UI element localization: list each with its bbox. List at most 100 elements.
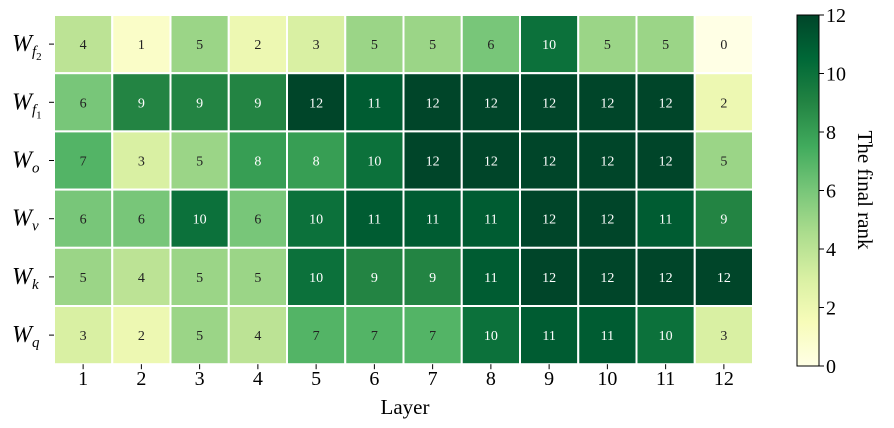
x-tick-label: 4: [253, 368, 263, 390]
cell-value-label: 11: [542, 329, 555, 344]
cell-value-label: 6: [80, 96, 87, 111]
heatmap-cell: [693, 188, 754, 249]
cell-value-label: 12: [600, 271, 614, 286]
cell-value-label: 10: [659, 329, 673, 344]
colorbar-tick-label: 4: [826, 239, 836, 261]
heatmap-cell: [635, 72, 696, 133]
x-tick-label: 9: [544, 368, 554, 390]
cell-value-label: 12: [659, 96, 673, 111]
x-tick-label: 1: [78, 368, 88, 390]
heatmap-cell: [693, 305, 754, 366]
cell-value-label: 2: [138, 329, 145, 344]
cell-value-label: 9: [720, 213, 727, 228]
cell-value-label: 11: [601, 329, 614, 344]
cell-value-label: 10: [193, 213, 207, 228]
cell-value-label: 12: [600, 213, 614, 228]
cell-value-label: 5: [429, 38, 436, 53]
heatmap-cell: [169, 130, 230, 191]
cell-value-label: 11: [368, 96, 381, 111]
heatmap-cell: [577, 188, 638, 249]
heatmap-cell: [111, 246, 172, 308]
x-tick-label: 2: [136, 368, 146, 390]
x-axis-title: Layer: [381, 395, 430, 419]
heatmap-cell: [286, 130, 347, 191]
cell-value-label: 4: [254, 329, 261, 344]
heatmap-cell: [460, 246, 521, 308]
cell-value-label: 5: [662, 38, 669, 53]
x-tick-label: 10: [597, 368, 617, 390]
colorbar-gradient: [796, 14, 820, 367]
heatmap-cell: [402, 130, 463, 191]
colorbar: 0 2 4 6 8 10 12: [796, 5, 846, 378]
cell-value-label: 4: [80, 38, 87, 53]
cell-value-label: 12: [600, 155, 614, 170]
heatmap-cell: [169, 246, 230, 308]
cell-value-label: 5: [196, 155, 203, 170]
heatmap-cell: [344, 305, 405, 366]
colorbar-label: The final rank: [853, 131, 877, 250]
heatmap-cell: [111, 72, 172, 133]
cell-value-label: 6: [487, 38, 494, 53]
x-tick-label: 3: [195, 368, 205, 390]
heatmap-cell: [635, 246, 696, 308]
cell-value-label: 9: [254, 96, 261, 111]
cell-value-label: 5: [371, 38, 378, 53]
heatmap-cell: [344, 188, 405, 249]
heatmap-cell: [635, 188, 696, 249]
heatmap-cell: [227, 305, 288, 366]
cell-value-label: 5: [80, 271, 87, 286]
heatmap-cell: [519, 188, 580, 249]
colorbar-tick-label: 0: [826, 356, 836, 378]
cell-value-label: 12: [542, 96, 556, 111]
x-tick-label: 11: [656, 368, 675, 390]
cell-value-label: 6: [138, 213, 145, 228]
cell-value-label: 10: [367, 155, 381, 170]
x-axis-ticks: 1 2 3 4 5 6 7 8 9 10 11 12: [78, 364, 734, 390]
heatmap-cell: [402, 305, 463, 366]
cell-value-label: 7: [80, 155, 87, 170]
cell-value-label: 12: [426, 96, 440, 111]
cell-value-label: 12: [484, 96, 498, 111]
cell-value-label: 9: [196, 96, 203, 111]
cell-value-label: 12: [484, 155, 498, 170]
cell-value-label: 3: [313, 38, 320, 53]
heatmap-cell: [344, 246, 405, 308]
cell-value-label: 12: [659, 155, 673, 170]
cell-value-label: 5: [196, 38, 203, 53]
heatmap-cell: [460, 72, 521, 133]
cell-value-label: 11: [426, 213, 439, 228]
cell-value-label: 12: [426, 155, 440, 170]
cell-value-label: 12: [309, 96, 323, 111]
cell-value-label: 8: [254, 155, 261, 170]
heatmap-cell: [402, 72, 463, 133]
x-tick-label: 5: [311, 368, 321, 390]
cell-value-label: 12: [542, 213, 556, 228]
heatmap-cell: [53, 305, 114, 366]
colorbar-tick-label: 8: [826, 122, 836, 144]
cell-value-label: 7: [313, 329, 320, 344]
colorbar-tick-label: 6: [826, 181, 836, 203]
heatmap-cell: [693, 14, 754, 75]
heatmap-cells: 4 1 5 2 3 5 5 6 10 5 5 0 6 9 9 9 12 11 12 12 12 12 12 2 7 3 5 8 8 10 1…: [53, 14, 754, 366]
colorbar-tick-label: 10: [826, 64, 846, 86]
heatmap-cell: [53, 246, 114, 308]
cell-value-label: 6: [254, 213, 261, 228]
y-tick-label: Wv: [12, 206, 39, 235]
cell-value-label: 0: [720, 38, 727, 53]
cell-value-label: 4: [138, 271, 145, 286]
cell-value-label: 12: [542, 155, 556, 170]
heatmap-cell: [286, 246, 347, 308]
heatmap-cell: [577, 72, 638, 133]
cell-value-label: 2: [720, 96, 727, 111]
cell-value-label: 1: [138, 38, 145, 53]
y-tick-label: Wo: [12, 148, 40, 177]
cell-value-label: 10: [484, 329, 498, 344]
cell-value-label: 3: [720, 329, 727, 344]
cell-value-label: 9: [371, 271, 378, 286]
cell-value-label: 5: [720, 155, 727, 170]
heatmap-cell: [286, 72, 347, 133]
heatmap-cell: [693, 72, 754, 133]
heatmap-cell: [519, 305, 580, 366]
cell-value-label: 5: [254, 271, 261, 286]
cell-value-label: 5: [604, 38, 611, 53]
